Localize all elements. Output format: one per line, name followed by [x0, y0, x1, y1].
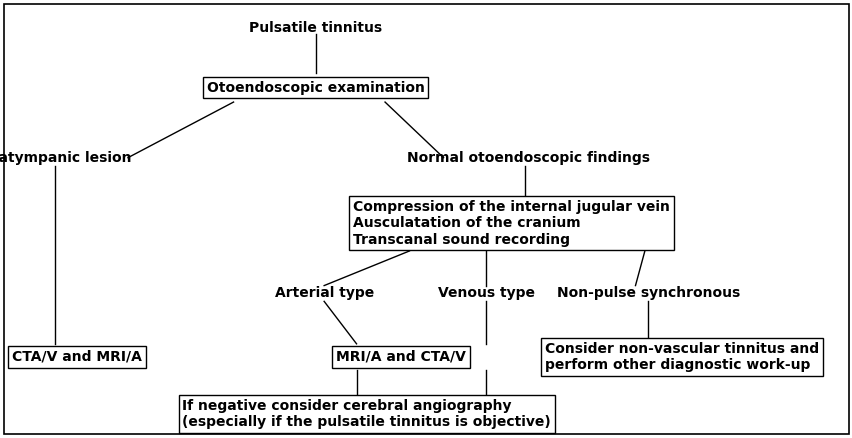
Text: MRI/A and CTA/V: MRI/A and CTA/V	[336, 350, 465, 364]
Text: Intratympanic lesion: Intratympanic lesion	[0, 151, 132, 165]
Text: If negative consider cerebral angiography
(especially if the pulsatile tinnitus : If negative consider cerebral angiograph…	[182, 399, 550, 429]
Text: Non-pulse synchronous: Non-pulse synchronous	[556, 286, 739, 300]
Text: Compression of the internal jugular vein
Ausculatation of the cranium
Transcanal: Compression of the internal jugular vein…	[353, 200, 670, 247]
Text: Arterial type: Arterial type	[274, 286, 373, 300]
Text: Otoendoscopic examination: Otoendoscopic examination	[206, 81, 424, 95]
Text: Pulsatile tinnitus: Pulsatile tinnitus	[249, 21, 382, 35]
Text: Normal otoendoscopic findings: Normal otoendoscopic findings	[407, 151, 649, 165]
Text: Consider non-vascular tinnitus and
perform other diagnostic work-up: Consider non-vascular tinnitus and perfo…	[544, 342, 819, 372]
Text: Venous type: Venous type	[437, 286, 534, 300]
Text: CTA/V and MRI/A: CTA/V and MRI/A	[12, 350, 141, 364]
